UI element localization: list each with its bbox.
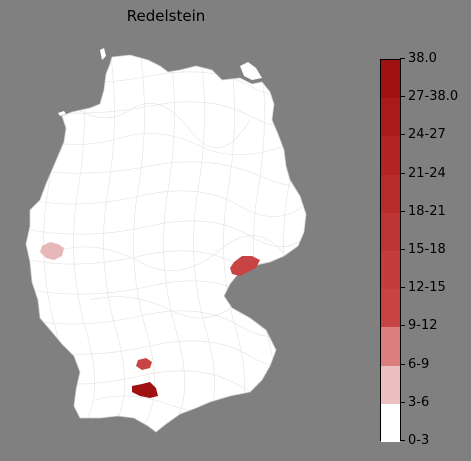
legend-tick [400,210,405,212]
legend-tick-label: 12-15 [408,280,446,296]
legend-bin-3-6 [381,365,400,404]
district-borders [29,55,306,431]
legend-tick-label-max: 38.0 [408,51,437,66]
legend-tick [400,440,405,441]
legend-bin-27-38.0 [381,60,400,99]
legend-tick-label: 18-21 [408,203,446,219]
legend-tick-label: 9-12 [408,318,438,334]
legend-tick [400,401,405,403]
legend-bin-12-15 [381,251,400,290]
legend-tick-label: 6-9 [408,356,430,372]
legend-tick-label: 21-24 [408,165,446,181]
region-swabia-south-highlight [132,382,158,398]
legend-tick [400,58,405,59]
legend-bin-9-12 [381,289,400,328]
map-title: Redelstein [126,7,206,25]
legend-tick-label: 24-27 [408,127,446,143]
island-frisian [58,111,66,116]
legend-bin-18-21 [381,174,400,213]
legend-tick-label: 15-18 [408,242,446,257]
legend-tick [400,249,405,250]
legend-bin-0-3 [381,403,400,442]
legend-tick [400,287,405,289]
legend-bin-21-24 [381,136,400,175]
legend-tick-label: 3-6 [408,394,430,410]
legend-tick-label: 27-38.0 [408,89,459,105]
island-north [100,48,106,60]
legend-tick [400,134,405,136]
region-swabia-north-highlight [136,358,152,370]
legend-bin-15-18 [381,212,400,251]
legend-tick [400,172,405,174]
legend-tick [400,363,405,365]
legend-bin-6-9 [381,327,400,366]
legend-colorbar [380,59,401,442]
germany-landmass [25,54,307,433]
legend-bin-24-27 [381,98,400,137]
legend-tick-label: 0-3 [408,433,430,448]
region-western-highlight [40,242,64,260]
legend-tick [400,325,405,327]
region-saxony-highlight [230,256,260,276]
legend-tick [400,96,405,98]
island-east [240,62,262,80]
